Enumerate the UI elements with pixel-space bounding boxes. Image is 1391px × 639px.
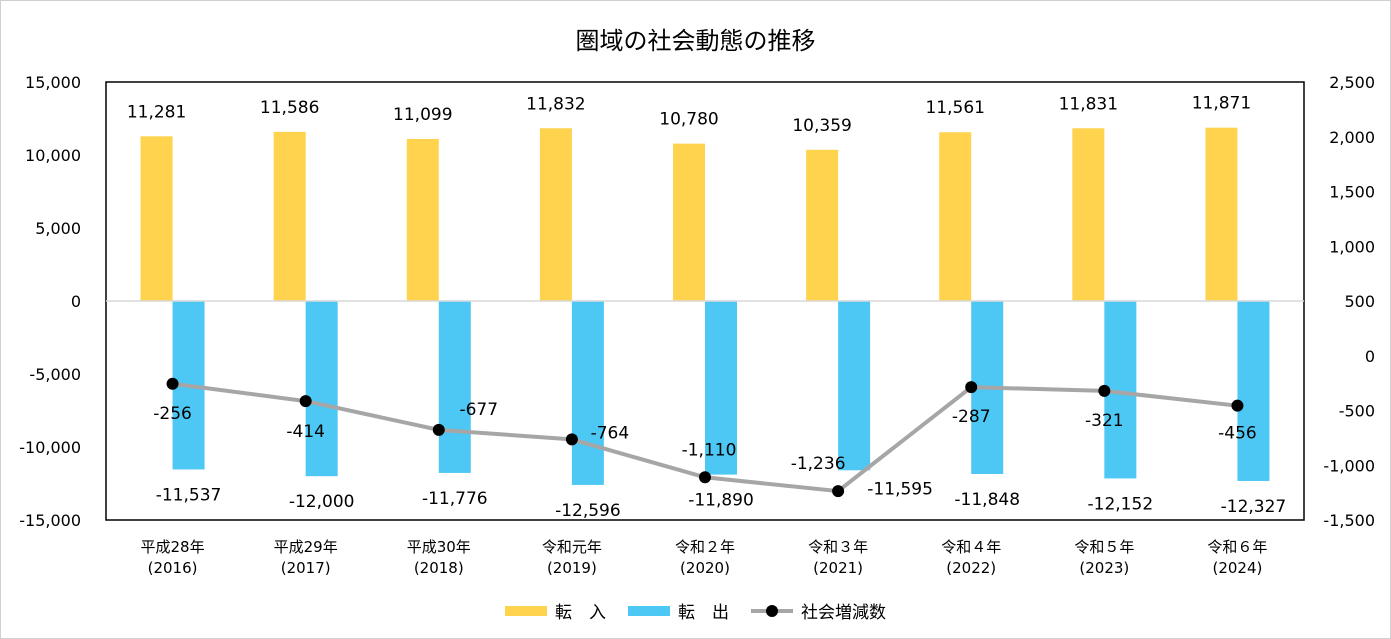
net-change-data-label: -414 xyxy=(286,422,325,442)
inflow-bar xyxy=(1205,127,1238,301)
net-change-marker xyxy=(565,433,578,446)
legend-label-outflow: 転 出 xyxy=(678,603,729,623)
outflow-data-label: -12,327 xyxy=(1221,497,1287,517)
right-axis-tick-label: 500 xyxy=(1344,292,1375,311)
left-axis-tick-label: 5,000 xyxy=(35,219,81,238)
outflow-data-label: -11,848 xyxy=(954,490,1020,510)
inflow-bar xyxy=(273,131,306,301)
legend-swatch-net xyxy=(751,604,793,617)
net-change-marker xyxy=(1098,384,1111,397)
inflow-data-label: 10,359 xyxy=(792,116,851,136)
outflow-data-label: -12,000 xyxy=(289,492,355,512)
inflow-bar xyxy=(939,132,972,301)
outflow-data-label: -11,776 xyxy=(422,489,488,509)
category-label: 令和６年 xyxy=(1207,538,1267,556)
right-axis-tick-label: 1,000 xyxy=(1329,237,1375,256)
inflow-bar xyxy=(140,136,173,301)
net-change-data-label: -677 xyxy=(459,400,498,420)
left-axis-tick-label: -5,000 xyxy=(29,365,81,384)
right-axis-tick-label: -1,500 xyxy=(1323,511,1375,530)
category-label: 平成30年 xyxy=(407,538,471,556)
legend-item-net: 社会増減数 xyxy=(751,598,886,623)
category-year-label: (2019) xyxy=(547,559,597,577)
legend-swatch-inflow xyxy=(505,605,547,616)
outflow-data-label: -12,152 xyxy=(1088,494,1154,514)
outflow-data-label: -11,537 xyxy=(156,485,222,505)
category-label: 令和２年 xyxy=(675,538,735,556)
net-change-marker xyxy=(166,377,179,390)
net-change-marker xyxy=(832,485,845,498)
net-change-data-label: -321 xyxy=(1085,411,1124,431)
category-year-label: (2018) xyxy=(414,559,464,577)
category-year-label: (2021) xyxy=(813,559,863,577)
inflow-data-label: 11,561 xyxy=(925,98,984,118)
inflow-bar xyxy=(673,143,705,301)
right-axis-tick-label: -500 xyxy=(1339,402,1375,421)
category-label: 令和５年 xyxy=(1074,538,1134,556)
outflow-data-label: -11,595 xyxy=(867,479,933,499)
inflow-bar xyxy=(539,128,572,301)
net-change-data-label: -287 xyxy=(952,407,991,427)
net-change-data-label: -1,236 xyxy=(791,454,846,474)
inflow-bar xyxy=(406,138,439,301)
category-label: 令和３年 xyxy=(808,538,868,556)
net-change-marker xyxy=(699,471,711,484)
net-change-marker xyxy=(299,395,312,408)
inflow-data-label: 11,832 xyxy=(526,94,585,114)
left-axis-tick-label: -10,000 xyxy=(19,438,81,457)
legend-label-inflow: 転 入 xyxy=(555,603,606,623)
inflow-data-label: 11,099 xyxy=(393,105,452,125)
category-year-label: (2024) xyxy=(1212,559,1262,577)
outflow-data-label: -12,596 xyxy=(555,501,621,521)
legend-label-net: 社会増減数 xyxy=(801,603,886,623)
left-axis-tick-label: -15,000 xyxy=(19,511,81,530)
category-year-label: (2020) xyxy=(680,559,730,577)
legend: 転 入 転 出 社会増減数 xyxy=(1,598,1390,623)
category-year-label: (2023) xyxy=(1079,559,1129,577)
left-axis-tick-label: 10,000 xyxy=(25,146,81,165)
net-change-data-label: -764 xyxy=(591,423,630,443)
category-label: 令和４年 xyxy=(941,538,1001,556)
outflow-bar xyxy=(838,301,871,471)
right-axis-tick-label: 0 xyxy=(1365,347,1375,366)
category-label: 平成29年 xyxy=(274,538,338,556)
net-change-marker xyxy=(1231,399,1244,412)
left-axis-tick-label: 15,000 xyxy=(25,73,81,92)
legend-swatch-outflow xyxy=(628,605,670,616)
net-change-data-label: -456 xyxy=(1218,424,1257,444)
category-year-label: (2017) xyxy=(281,559,331,577)
outflow-bar xyxy=(571,301,604,485)
category-label: 令和元年 xyxy=(542,538,602,556)
net-change-data-label: -256 xyxy=(153,404,192,424)
inflow-data-label: 10,780 xyxy=(659,110,718,130)
right-axis-tick-label: 1,500 xyxy=(1329,183,1375,202)
net-change-marker xyxy=(432,423,445,436)
outflow-bar xyxy=(305,301,338,477)
outflow-bar xyxy=(1237,301,1270,481)
legend-item-inflow: 転 入 xyxy=(505,598,606,623)
right-axis-tick-label: 2,500 xyxy=(1329,73,1375,92)
right-axis-tick-label: -1,000 xyxy=(1323,456,1375,475)
inflow-bar xyxy=(806,149,839,301)
chart-title: 圏域の社会動態の推移 xyxy=(575,27,816,55)
legend-item-outflow: 転 出 xyxy=(628,598,729,623)
inflow-bar xyxy=(1072,128,1105,301)
inflow-data-label: 11,586 xyxy=(260,98,319,118)
inflow-data-label: 11,281 xyxy=(127,102,186,122)
net-change-data-label: -1,110 xyxy=(682,440,737,460)
category-year-label: (2016) xyxy=(148,559,198,577)
right-axis-tick-label: 2,000 xyxy=(1329,128,1375,147)
outflow-bar xyxy=(705,301,737,475)
inflow-data-label: 11,831 xyxy=(1059,94,1118,114)
outflow-data-label: -11,890 xyxy=(688,491,754,511)
category-year-label: (2022) xyxy=(946,559,996,577)
inflow-data-label: 11,871 xyxy=(1192,94,1251,114)
left-axis-tick-label: 0 xyxy=(71,292,81,311)
net-change-marker xyxy=(965,381,978,394)
outflow-bar xyxy=(438,301,471,473)
category-label: 平成28年 xyxy=(141,538,205,556)
